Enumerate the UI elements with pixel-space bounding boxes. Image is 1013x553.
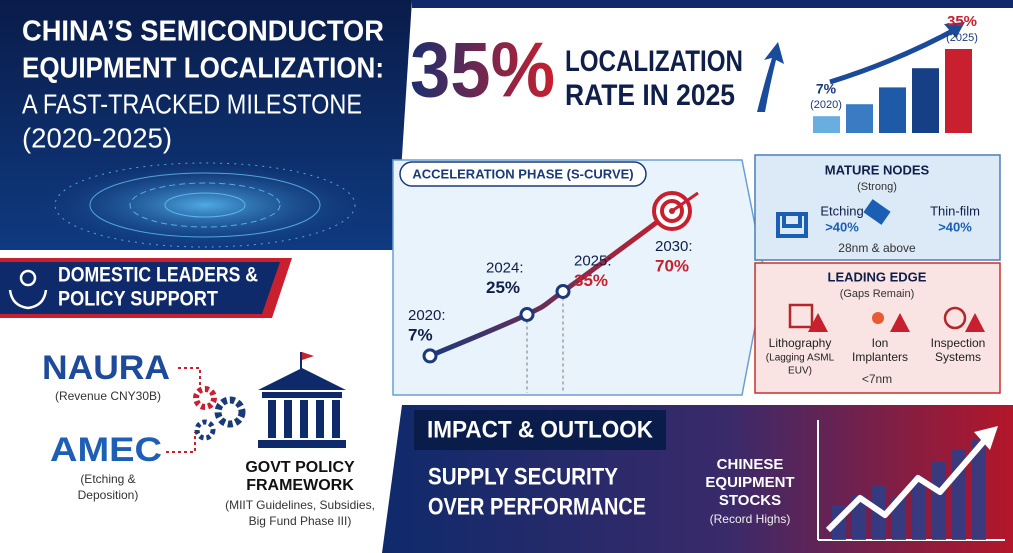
curve-point — [555, 284, 571, 299]
leaders-ribbon-inner — [0, 262, 280, 314]
mature-note: 28nm & above — [838, 241, 916, 255]
connectors — [166, 367, 201, 453]
point-year: 2030: — [655, 238, 693, 255]
leading-note: <7nm — [862, 372, 892, 386]
leading-item: Inspection — [931, 336, 986, 350]
s-curve-line — [427, 208, 675, 359]
leading-title: LEADING EDGE — [828, 269, 927, 284]
leading-item: (Lagging ASML — [766, 353, 835, 364]
leading-item: Implanters — [852, 350, 908, 364]
point-label: 70% — [655, 256, 689, 275]
mature-share: >40% — [825, 219, 859, 234]
s-curve: 2020:7% 2024: 25% 2025: 35% 2030:70% — [408, 191, 699, 393]
leading-item: Systems — [935, 350, 981, 364]
subtitle-line: (2020-2025) — [22, 122, 172, 153]
up-arrow — [757, 42, 784, 112]
point-label: 7% — [408, 325, 433, 344]
mini-end-year: (2025) — [946, 32, 978, 44]
leading-icons — [788, 303, 985, 332]
stocks-label: EQUIPMENT — [705, 474, 794, 491]
curve-point — [519, 307, 535, 322]
headline-text: LOCALIZATION — [565, 45, 743, 78]
headline-text: RATE IN 2025 — [565, 79, 735, 112]
mini-start-year: (2020) — [810, 99, 842, 111]
building-icon — [258, 352, 346, 448]
point-label: 35% — [574, 271, 608, 290]
stocks-label: CHINESE — [717, 456, 784, 473]
company-logo: AMEC — [50, 431, 162, 469]
top-strip — [412, 0, 1013, 8]
mature-subtitle: (Strong) — [857, 181, 897, 193]
point-year: 2024: — [486, 259, 524, 276]
mature-icons — [776, 199, 891, 238]
mini-chart — [813, 49, 972, 133]
policy-note: (MIIT Guidelines, Subsidies, — [225, 498, 375, 512]
subtitle-line: A FAST-TRACKED MILESTONE — [22, 88, 362, 119]
circuit-rings — [54, 162, 356, 248]
mature-share: >40% — [938, 219, 972, 234]
title-line: CHINA’S SEMICONDUCTOR — [22, 16, 384, 48]
mature-item: Etching — [820, 203, 863, 218]
company-note: (Revenue CNY30B) — [55, 389, 161, 403]
curve-point — [422, 348, 438, 364]
mini-bar — [945, 49, 972, 133]
s-curve-title: ACCELERATION PHASE (S-CURVE) — [412, 166, 633, 181]
mini-start-label: 7% — [816, 81, 837, 97]
leaders-title: DOMESTIC LEADERS & — [58, 264, 258, 287]
leading-subtitle: (Gaps Remain) — [840, 288, 915, 300]
policy-title: GOVT POLICY — [245, 459, 355, 476]
company-note: Deposition) — [78, 488, 139, 502]
outlook-pill — [414, 410, 666, 450]
point-label: 25% — [486, 278, 520, 297]
mini-bar — [846, 104, 873, 133]
mini-bar — [912, 68, 939, 133]
glow — [35, 160, 375, 250]
trend-arrow-head — [944, 22, 965, 38]
mini-bar — [879, 87, 906, 133]
company-note: (Etching & — [80, 472, 135, 486]
target-ring — [660, 199, 684, 223]
policy-note: Big Fund Phase III) — [249, 514, 352, 528]
headline-value: 35% — [410, 26, 555, 114]
s-curve-pill — [399, 161, 647, 187]
leading-item: Ion — [872, 336, 889, 350]
leaders-title: POLICY SUPPORT — [58, 288, 218, 311]
stocks-note: (Record Highs) — [710, 512, 791, 526]
gears — [193, 386, 246, 441]
point-year: 2025: — [574, 252, 612, 269]
mature-item: Thin-film — [930, 203, 980, 218]
mature-title: MATURE NODES — [825, 162, 930, 177]
target-dart — [671, 191, 699, 213]
company-logo: NAURA — [42, 349, 170, 387]
outlook-message: OVER PERFORMANCE — [428, 493, 646, 520]
leading-item: Lithography — [769, 336, 832, 350]
outlook-title: IMPACT & OUTLOOK — [427, 416, 654, 443]
trend-arrow — [829, 25, 960, 85]
policy-title: FRAMEWORK — [246, 477, 354, 494]
title-line: EQUIPMENT LOCALIZATION: — [22, 53, 384, 85]
outlook-message: SUPPLY SECURITY — [428, 463, 618, 490]
mini-bar — [813, 116, 840, 133]
point-year: 2020: — [408, 307, 446, 324]
mini-end-label: 35% — [947, 13, 977, 30]
leaders-icon — [8, 269, 48, 310]
stocks-label: STOCKS — [719, 492, 781, 509]
leading-item: EUV) — [788, 366, 812, 377]
stocks-chart — [817, 420, 1005, 541]
